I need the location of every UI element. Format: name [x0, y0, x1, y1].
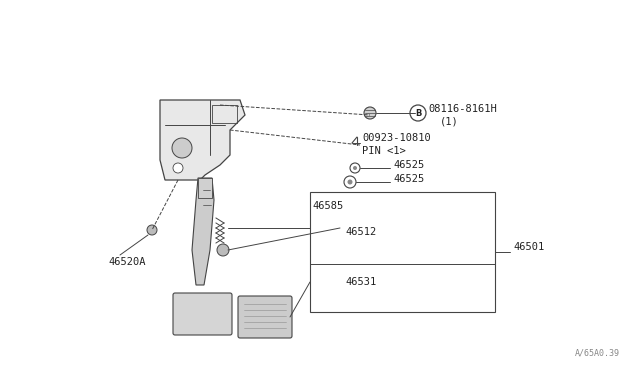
Circle shape	[217, 244, 229, 256]
Circle shape	[353, 166, 357, 170]
Polygon shape	[192, 178, 214, 285]
Text: 46525: 46525	[393, 160, 424, 170]
Bar	[212, 105, 237, 123]
Text: B: B	[415, 109, 421, 118]
Circle shape	[147, 225, 157, 235]
Text: 08116-8161H: 08116-8161H	[428, 104, 497, 114]
FancyBboxPatch shape	[173, 293, 232, 335]
Circle shape	[348, 180, 353, 185]
Text: 46501: 46501	[513, 242, 544, 252]
Circle shape	[364, 107, 376, 119]
Bar	[310, 192, 495, 312]
Text: A/65A0.39: A/65A0.39	[575, 349, 620, 358]
Circle shape	[172, 138, 192, 158]
Bar	[198, 178, 212, 198]
Text: 46525: 46525	[393, 174, 424, 184]
Text: 00923-10810: 00923-10810	[362, 133, 431, 143]
FancyBboxPatch shape	[238, 296, 292, 338]
Text: 46512: 46512	[345, 227, 376, 237]
Text: (1): (1)	[440, 116, 459, 126]
Circle shape	[344, 176, 356, 188]
Polygon shape	[160, 100, 245, 180]
Circle shape	[173, 163, 183, 173]
Circle shape	[350, 163, 360, 173]
Text: PIN <1>: PIN <1>	[362, 146, 406, 156]
Text: 46520A: 46520A	[108, 257, 145, 267]
Text: 46531: 46531	[345, 277, 376, 287]
Text: 46585: 46585	[312, 201, 343, 211]
